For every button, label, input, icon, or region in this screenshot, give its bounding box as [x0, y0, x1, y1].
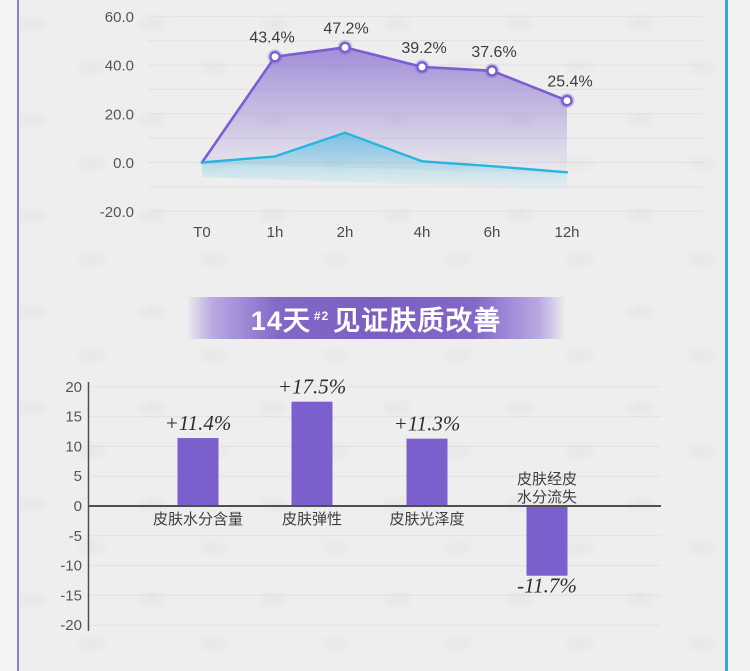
- svg-text:20.0: 20.0: [105, 106, 134, 123]
- svg-text:-20: -20: [60, 617, 82, 634]
- svg-text:+11.3%: +11.3%: [394, 412, 461, 436]
- skin-improvement-bar-chart: 20 15 10 5 0 -5 -10 -15 -20 +11.4% +17.5% +11.3% -11…: [60, 375, 661, 634]
- svg-text:0.0: 0.0: [113, 155, 134, 172]
- data-point-label: 39.2%: [401, 40, 446, 57]
- right-margin-strip: [728, 0, 750, 671]
- svg-text:2h: 2h: [337, 224, 354, 241]
- svg-text:水分流失: 水分流失: [517, 489, 577, 506]
- svg-text:15: 15: [65, 409, 82, 426]
- svg-text:皮肤水分含量: 皮肤水分含量: [153, 511, 243, 528]
- left-purple-border-line: [17, 0, 19, 671]
- bar-1: [291, 401, 333, 506]
- hydration-timeline-line-chart: 60.0 40.0 20.0 0.0 -20.0 T0 1h 2h 4h 6h 12h 43.4% 47…: [100, 9, 703, 241]
- data-point-label: 47.2%: [323, 20, 368, 37]
- svg-text:12h: 12h: [554, 224, 579, 241]
- data-point-label: 43.4%: [249, 30, 294, 47]
- left-margin-strip: [0, 0, 17, 671]
- svg-text:-5: -5: [69, 528, 82, 545]
- svg-text:10: 10: [65, 438, 82, 455]
- moisture-series-markers: 43.4% 47.2% 39.2% 37.6% 25.4%: [249, 20, 593, 109]
- top-chart-x-axis-labels: T0 1h 2h 4h 6h 12h: [193, 224, 579, 241]
- svg-text:皮肤经皮: 皮肤经皮: [517, 471, 577, 488]
- svg-text:-15: -15: [60, 587, 82, 604]
- svg-text:+17.5%: +17.5%: [278, 375, 346, 399]
- svg-text:60.0: 60.0: [105, 9, 134, 26]
- control-series-area: [202, 132, 567, 190]
- control-series-line: [200, 131, 569, 174]
- moisture-series-line: [200, 46, 569, 164]
- data-point-label: 37.6%: [471, 44, 516, 61]
- svg-text:-20.0: -20.0: [100, 204, 134, 221]
- banner-footnote-superscript: #2: [313, 309, 330, 323]
- bar-0: [177, 438, 219, 506]
- svg-text:皮肤弹性: 皮肤弹性: [282, 511, 342, 528]
- bar-3: [526, 506, 568, 576]
- bar-chart-y-axis-labels: 20 15 10 5 0 -5 -10 -15 -20: [60, 379, 82, 634]
- svg-text:-11.7%: -11.7%: [517, 574, 577, 598]
- svg-text:4h: 4h: [414, 224, 431, 241]
- bar-2: [406, 438, 448, 506]
- svg-text:T0: T0: [193, 224, 211, 241]
- svg-text:5: 5: [74, 468, 82, 485]
- svg-text:皮肤光泽度: 皮肤光泽度: [389, 511, 464, 528]
- bars: [177, 401, 568, 576]
- svg-text:40.0: 40.0: [105, 58, 134, 75]
- svg-text:-10: -10: [60, 558, 82, 575]
- svg-text:1h: 1h: [267, 224, 284, 241]
- svg-text:6h: 6h: [484, 224, 501, 241]
- banner-text-suffix: 见证肤质改善: [333, 305, 502, 336]
- top-chart-y-axis-labels: 60.0 40.0 20.0 0.0 -20.0: [100, 9, 134, 221]
- svg-text:+11.4%: +11.4%: [165, 411, 232, 435]
- section-banner: 14天 #2 见证肤质改善: [186, 297, 566, 339]
- right-cyan-border-line: [725, 0, 728, 671]
- svg-text:0: 0: [74, 498, 82, 515]
- moisture-series-area: [202, 47, 567, 174]
- banner-text-prefix: 14天: [250, 305, 311, 336]
- data-point-label: 25.4%: [547, 74, 592, 91]
- svg-text:20: 20: [65, 379, 82, 396]
- bar-value-labels: +11.4% +17.5% +11.3% -11.7%: [165, 375, 577, 598]
